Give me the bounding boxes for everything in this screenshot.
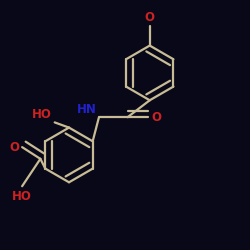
Text: HN: HN: [76, 103, 96, 116]
Text: HO: HO: [12, 190, 32, 203]
Text: O: O: [9, 141, 19, 154]
Text: O: O: [145, 11, 155, 24]
Text: O: O: [152, 111, 162, 124]
Text: HO: HO: [32, 108, 52, 121]
